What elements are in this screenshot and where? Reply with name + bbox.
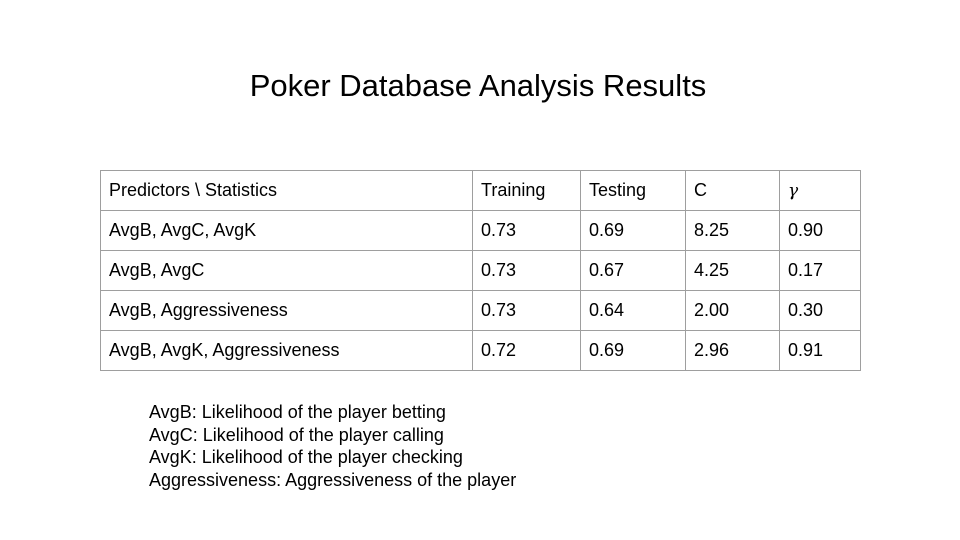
- table-row: AvgB, AvgC, AvgK 0.73 0.69 8.25 0.90: [100, 210, 861, 251]
- legend: AvgB: Likelihood of the player betting A…: [149, 401, 516, 491]
- cell-testing: 0.69: [580, 210, 686, 251]
- cell-predictors: AvgB, Aggressiveness: [100, 290, 473, 331]
- cell-gamma: 0.90: [779, 210, 861, 251]
- cell-c: 8.25: [685, 210, 780, 251]
- cell-predictors: AvgB, AvgC: [100, 250, 473, 291]
- legend-item: AvgC: Likelihood of the player calling: [149, 424, 444, 445]
- cell-training: 0.73: [472, 290, 581, 331]
- cell-gamma: 0.17: [779, 250, 861, 291]
- legend-item: AvgB: Likelihood of the player betting: [149, 402, 446, 422]
- cell-c: 2.96: [685, 330, 780, 371]
- legend-item: Aggressiveness: Aggressiveness of the pl…: [149, 469, 517, 490]
- results-table: Predictors \ Statistics Training Testing…: [100, 170, 861, 371]
- cell-training: 0.73: [472, 250, 581, 291]
- legend-item: AvgK: Likelihood of the player checking: [149, 447, 463, 467]
- cell-c: 2.00: [685, 290, 780, 331]
- cell-gamma: 0.91: [779, 330, 861, 371]
- cell-training: 0.72: [472, 330, 581, 371]
- page-title: Poker Database Analysis Results: [249, 68, 707, 103]
- table-row: AvgB, AvgC 0.73 0.67 4.25 0.17: [100, 250, 861, 291]
- cell-testing: 0.64: [580, 290, 686, 331]
- table-row: AvgB, AvgK, Aggressiveness 0.72 0.69 2.9…: [100, 330, 861, 371]
- cell-predictors: AvgB, AvgK, Aggressiveness: [100, 330, 473, 371]
- header-gamma: γ: [779, 170, 861, 211]
- cell-testing: 0.69: [580, 330, 686, 371]
- cell-c: 4.25: [685, 250, 780, 291]
- cell-gamma: 0.30: [779, 290, 861, 331]
- header-predictors: Predictors \ Statistics: [100, 170, 473, 211]
- table-row: AvgB, Aggressiveness 0.73 0.64 2.00 0.30: [100, 290, 861, 331]
- header-c: C: [685, 170, 780, 211]
- header-testing: Testing: [580, 170, 686, 211]
- header-training: Training: [472, 170, 581, 211]
- table-header-row: Predictors \ Statistics Training Testing…: [100, 170, 861, 211]
- cell-predictors: AvgB, AvgC, AvgK: [100, 210, 473, 251]
- cell-testing: 0.67: [580, 250, 686, 291]
- cell-training: 0.73: [472, 210, 581, 251]
